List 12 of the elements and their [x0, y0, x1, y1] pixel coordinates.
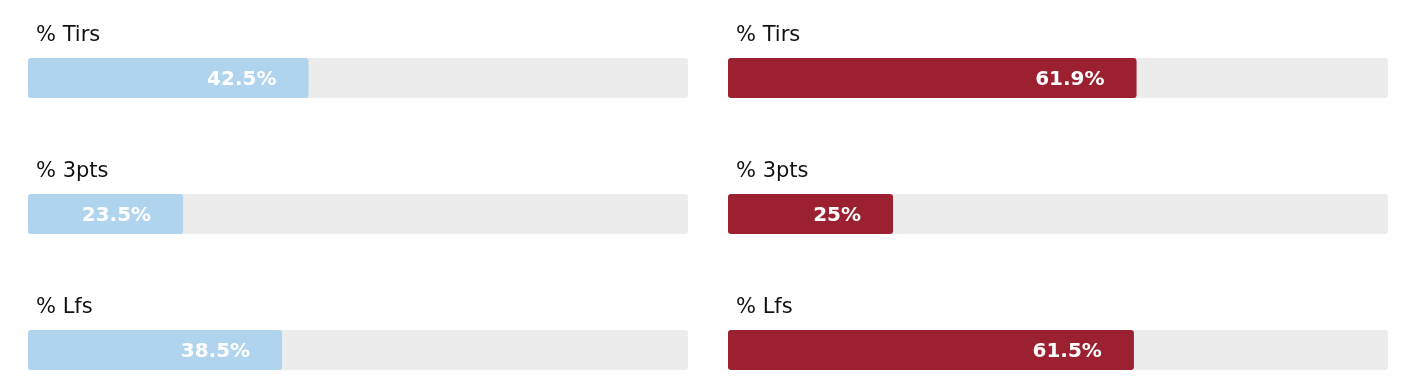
- data-label: 25%: [813, 202, 861, 226]
- y-tick-label: % Tirs: [36, 21, 101, 46]
- data-label: 23.5%: [81, 202, 152, 226]
- data-label: 61.5%: [1032, 338, 1102, 362]
- y-tick-label: % Tirs: [736, 21, 801, 46]
- data-label: 42.5%: [207, 66, 277, 90]
- y-tick-label: % Lfs: [36, 293, 93, 318]
- y-tick-label: % 3pts: [736, 157, 809, 182]
- data-label: 61.9%: [1035, 66, 1105, 90]
- data-label: 38.5%: [180, 338, 251, 362]
- y-tick-label: % 3pts: [36, 157, 109, 182]
- y-tick-label: % Lfs: [736, 293, 793, 318]
